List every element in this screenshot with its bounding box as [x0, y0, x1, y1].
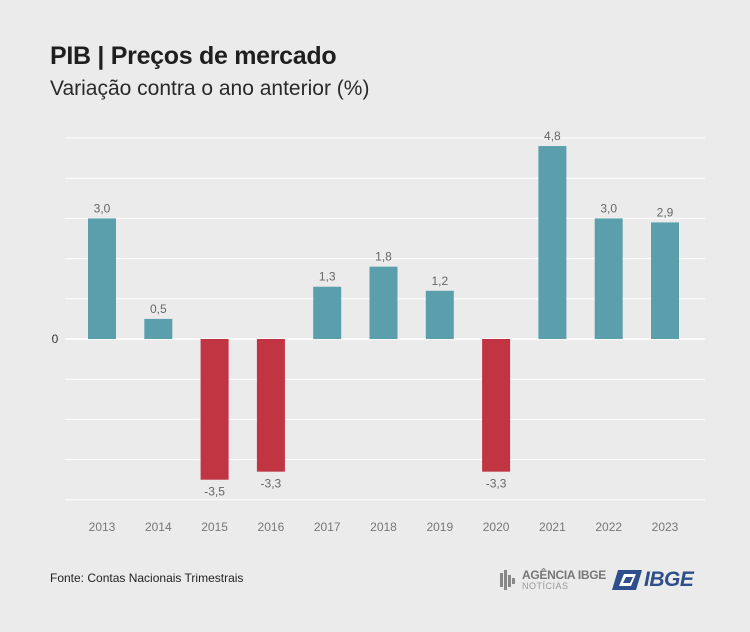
data-label: 4,8: [544, 129, 561, 143]
ibge-mark-icon: [612, 570, 642, 590]
x-tick-label: 2023: [652, 520, 679, 534]
ibge-wordmark: IBGE: [644, 568, 694, 591]
bar-2019: [425, 290, 454, 339]
chart-subtitle: Variação contra o ano anterior (%): [50, 77, 370, 100]
data-label: 2,9: [657, 205, 674, 219]
bar-2013: [88, 218, 116, 339]
agencia-title: AGÊNCIA IBGE: [522, 568, 606, 582]
x-tick-label: 2019: [426, 520, 453, 534]
data-label: -3,3: [486, 477, 507, 491]
data-label: 1,2: [431, 274, 448, 288]
chart-title: PIB | Preços de mercado: [50, 42, 337, 70]
bar-2014: [144, 318, 173, 339]
data-label: -3,3: [261, 477, 282, 491]
x-tick-label: 2013: [89, 520, 116, 534]
y-tick-label: 0: [52, 332, 59, 346]
x-tick-label: 2021: [539, 520, 566, 534]
x-tick-label: 2022: [595, 520, 622, 534]
data-label: 1,3: [319, 270, 336, 284]
agencia-subtitle: NOTÍCIAS: [522, 581, 569, 591]
bar-2015: [200, 339, 229, 480]
data-label: 0,5: [150, 302, 167, 316]
bar-2018: [369, 266, 398, 339]
x-tick-label: 2018: [370, 520, 397, 534]
bar-2023: [651, 222, 679, 339]
data-label: 3,0: [600, 201, 617, 215]
x-tick-label: 2020: [483, 520, 510, 534]
bar-2017: [313, 286, 342, 339]
bar-2016: [256, 339, 285, 472]
x-tick-label: 2016: [258, 520, 285, 534]
x-tick-label: 2015: [201, 520, 228, 534]
data-label: 1,8: [375, 250, 392, 264]
x-tick-label: 2017: [314, 520, 341, 534]
bar-2022: [594, 218, 623, 339]
ibge-logo: IBGE: [612, 568, 708, 592]
agencia-mark-icon: [500, 570, 515, 590]
x-tick-label: 2014: [145, 520, 172, 534]
data-label: -3,5: [204, 485, 225, 499]
bar-2020: [482, 339, 511, 472]
source-note: Fonte: Contas Nacionais Trimestrais: [50, 571, 244, 585]
data-label: 3,0: [94, 201, 111, 215]
bar-2021: [538, 146, 567, 339]
